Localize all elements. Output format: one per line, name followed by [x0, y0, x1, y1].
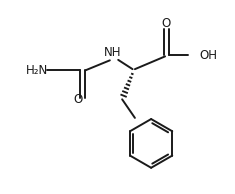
Text: OH: OH [199, 49, 217, 62]
Text: O: O [162, 17, 171, 30]
Text: O: O [73, 93, 82, 106]
Text: NH: NH [103, 46, 121, 59]
Text: H₂N: H₂N [26, 64, 49, 77]
